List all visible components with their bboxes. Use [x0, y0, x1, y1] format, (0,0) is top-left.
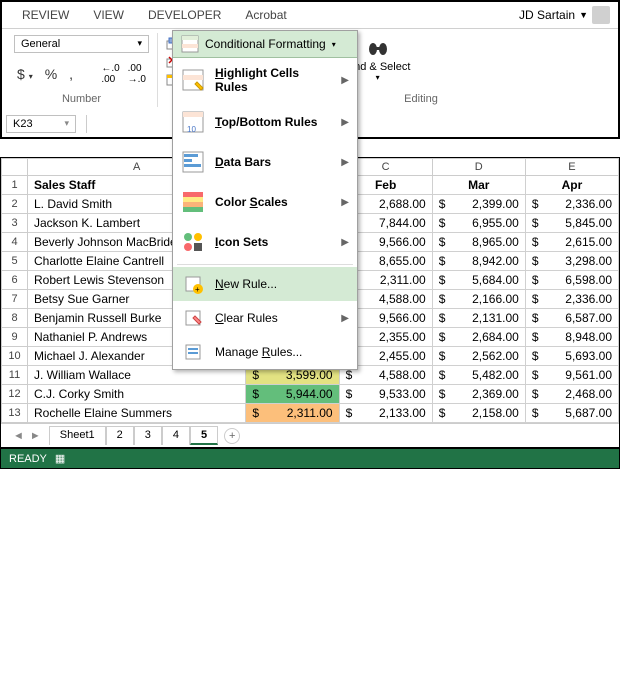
highlight-icon: [181, 68, 205, 92]
tab-view[interactable]: VIEW: [81, 6, 136, 24]
row-header[interactable]: 12: [2, 385, 28, 404]
cell[interactable]: $2,158.00: [432, 404, 525, 423]
row-header[interactable]: 13: [2, 404, 28, 423]
cell[interactable]: $2,468.00: [525, 385, 618, 404]
row-header[interactable]: 5: [2, 252, 28, 271]
sheet-tab[interactable]: 3: [134, 426, 162, 445]
sheet-tab[interactable]: Sheet1: [49, 426, 106, 445]
cell[interactable]: $2,131.00: [432, 309, 525, 328]
conditional-formatting-button[interactable]: Conditional Formatting▾: [173, 31, 357, 58]
status-text: READY: [9, 453, 47, 465]
cell[interactable]: $2,399.00: [432, 195, 525, 214]
row-header[interactable]: 2: [2, 195, 28, 214]
cell[interactable]: $3,298.00: [525, 252, 618, 271]
cell[interactable]: $8,942.00: [432, 252, 525, 271]
cell[interactable]: $8,965.00: [432, 233, 525, 252]
number-format-select[interactable]: General▾: [14, 35, 149, 53]
cf-menu-iconsets[interactable]: Icon Sets▶: [173, 222, 357, 262]
user-avatar-icon[interactable]: [592, 6, 610, 24]
sheet-tab[interactable]: 4: [162, 426, 190, 445]
cell[interactable]: $5,944.00: [246, 385, 339, 404]
sheet-tab[interactable]: 5: [190, 426, 218, 445]
number-group-label: Number: [14, 91, 149, 107]
cf-menu-bottom-2[interactable]: Manage Rules...: [173, 335, 357, 369]
macro-icon[interactable]: ▦: [55, 452, 65, 465]
cell[interactable]: $2,166.00: [432, 290, 525, 309]
sheet-nav[interactable]: ◄►: [5, 430, 49, 442]
topbottom-icon: 10: [181, 110, 205, 134]
increase-decimal-button[interactable]: ←.0.00: [98, 61, 122, 87]
row-header[interactable]: 4: [2, 233, 28, 252]
tab-review[interactable]: REVIEW: [10, 6, 81, 24]
decrease-decimal-button[interactable]: .00→.0: [125, 61, 149, 87]
cf-menu-bottom-0[interactable]: +New Rule...: [173, 267, 357, 301]
cf-menu-bottom-1[interactable]: Clear Rules▶: [173, 301, 357, 335]
cf-menu-databars[interactable]: Data Bars▶: [173, 142, 357, 182]
row-header[interactable]: 11: [2, 366, 28, 385]
row-header[interactable]: 1: [2, 176, 28, 195]
colorscales-icon: [181, 190, 205, 214]
databars-icon: [181, 150, 205, 174]
sheet-tab[interactable]: 2: [106, 426, 134, 445]
cell[interactable]: $6,955.00: [432, 214, 525, 233]
currency-button[interactable]: $ ▾: [14, 66, 36, 82]
cell[interactable]: $2,336.00: [525, 290, 618, 309]
name-box[interactable]: K23▾: [6, 115, 76, 133]
row-header[interactable]: 8: [2, 309, 28, 328]
cell[interactable]: $2,562.00: [432, 347, 525, 366]
comma-button[interactable]: ,: [66, 66, 76, 82]
row-header[interactable]: 9: [2, 328, 28, 347]
cell[interactable]: $8,948.00: [525, 328, 618, 347]
cell[interactable]: C.J. Corky Smith: [28, 385, 246, 404]
column-header[interactable]: E: [525, 159, 618, 176]
svg-text:10: 10: [187, 125, 196, 134]
ribbon-tabs: REVIEW VIEW DEVELOPER Acrobat JD Sartain…: [2, 2, 618, 29]
cell[interactable]: $2,369.00: [432, 385, 525, 404]
cell[interactable]: $5,693.00: [525, 347, 618, 366]
cell[interactable]: $2,684.00: [432, 328, 525, 347]
tab-acrobat[interactable]: Acrobat: [233, 6, 298, 24]
cell[interactable]: $2,133.00: [339, 404, 432, 423]
svg-text:+: +: [195, 285, 200, 294]
cell[interactable]: $2,615.00: [525, 233, 618, 252]
iconsets-icon: [181, 230, 205, 254]
cell[interactable]: Mar: [432, 176, 525, 195]
cell[interactable]: $2,336.00: [525, 195, 618, 214]
cell[interactable]: $5,687.00: [525, 404, 618, 423]
row-header[interactable]: 6: [2, 271, 28, 290]
cell[interactable]: $6,598.00: [525, 271, 618, 290]
cell[interactable]: $5,845.00: [525, 214, 618, 233]
cell[interactable]: $9,561.00: [525, 366, 618, 385]
column-header[interactable]: [2, 159, 28, 176]
cf-menu-highlight[interactable]: Highlight Cells Rules▶: [173, 58, 357, 102]
cell[interactable]: $6,587.00: [525, 309, 618, 328]
column-header[interactable]: D: [432, 159, 525, 176]
cell[interactable]: $5,684.00: [432, 271, 525, 290]
row-header[interactable]: 10: [2, 347, 28, 366]
cf-menu-topbottom[interactable]: 10Top/Bottom Rules▶: [173, 102, 357, 142]
tab-developer[interactable]: DEVELOPER: [136, 6, 233, 24]
percent-button[interactable]: %: [42, 66, 60, 82]
cell[interactable]: Apr: [525, 176, 618, 195]
cell[interactable]: $9,533.00: [339, 385, 432, 404]
cf-menu-colorscales[interactable]: Color Scales▶: [173, 182, 357, 222]
cell[interactable]: $5,482.00: [432, 366, 525, 385]
row-header[interactable]: 7: [2, 290, 28, 309]
add-sheet-button[interactable]: +: [224, 428, 240, 444]
row-header[interactable]: 3: [2, 214, 28, 233]
conditional-formatting-menu: Conditional Formatting▾ Highlight Cells …: [172, 30, 358, 370]
user-name[interactable]: JD Sartain: [519, 8, 575, 22]
cell[interactable]: Rochelle Elaine Summers: [28, 404, 246, 423]
cell[interactable]: $2,311.00: [246, 404, 339, 423]
